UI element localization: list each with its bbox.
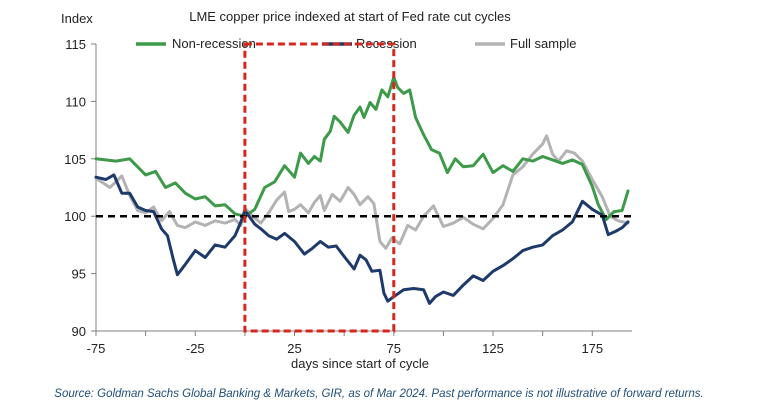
y-tick-label: 100	[64, 209, 86, 224]
x-tick-label: 175	[581, 341, 603, 356]
y-tick-label: 105	[64, 152, 86, 167]
source-note: Source: Goldman Sachs Global Banking & M…	[54, 388, 704, 400]
y-tick-label: 90	[72, 324, 86, 339]
y-tick-label: 115	[65, 37, 86, 52]
x-tick-label: 125	[482, 341, 504, 356]
axes: 90 95 100 105 110 115 -75 -25 25 75 125 175	[64, 37, 632, 356]
highlight-box	[243, 42, 396, 333]
x-tick-label: -75	[87, 341, 106, 356]
y-tick-label: 110	[65, 94, 86, 109]
legend-label-full-sample: Full sample	[510, 36, 576, 51]
y-axis-label: Index	[61, 11, 93, 26]
series-layer	[94, 75, 630, 305]
line-chart: LME copper price indexed at start of Fed…	[61, 9, 632, 371]
overlay-layer	[96, 42, 632, 333]
legend-label-recession: Recession	[356, 36, 417, 51]
x-tick-label: 25	[287, 341, 301, 356]
y-tick-label: 95	[72, 267, 86, 282]
series-line-full-sample	[94, 134, 630, 250]
legend: Non-recession Recession Full sample	[136, 36, 576, 51]
x-tick-label: -25	[186, 341, 205, 356]
series-line-recession	[94, 173, 630, 305]
legend-label-non-recession: Non-recession	[172, 36, 256, 51]
x-tick-label: 75	[387, 341, 401, 356]
series-line-non-recession	[94, 75, 630, 222]
chart-title: LME copper price indexed at start of Fed…	[189, 9, 511, 24]
x-axis-label: days since start of cycle	[291, 356, 429, 371]
